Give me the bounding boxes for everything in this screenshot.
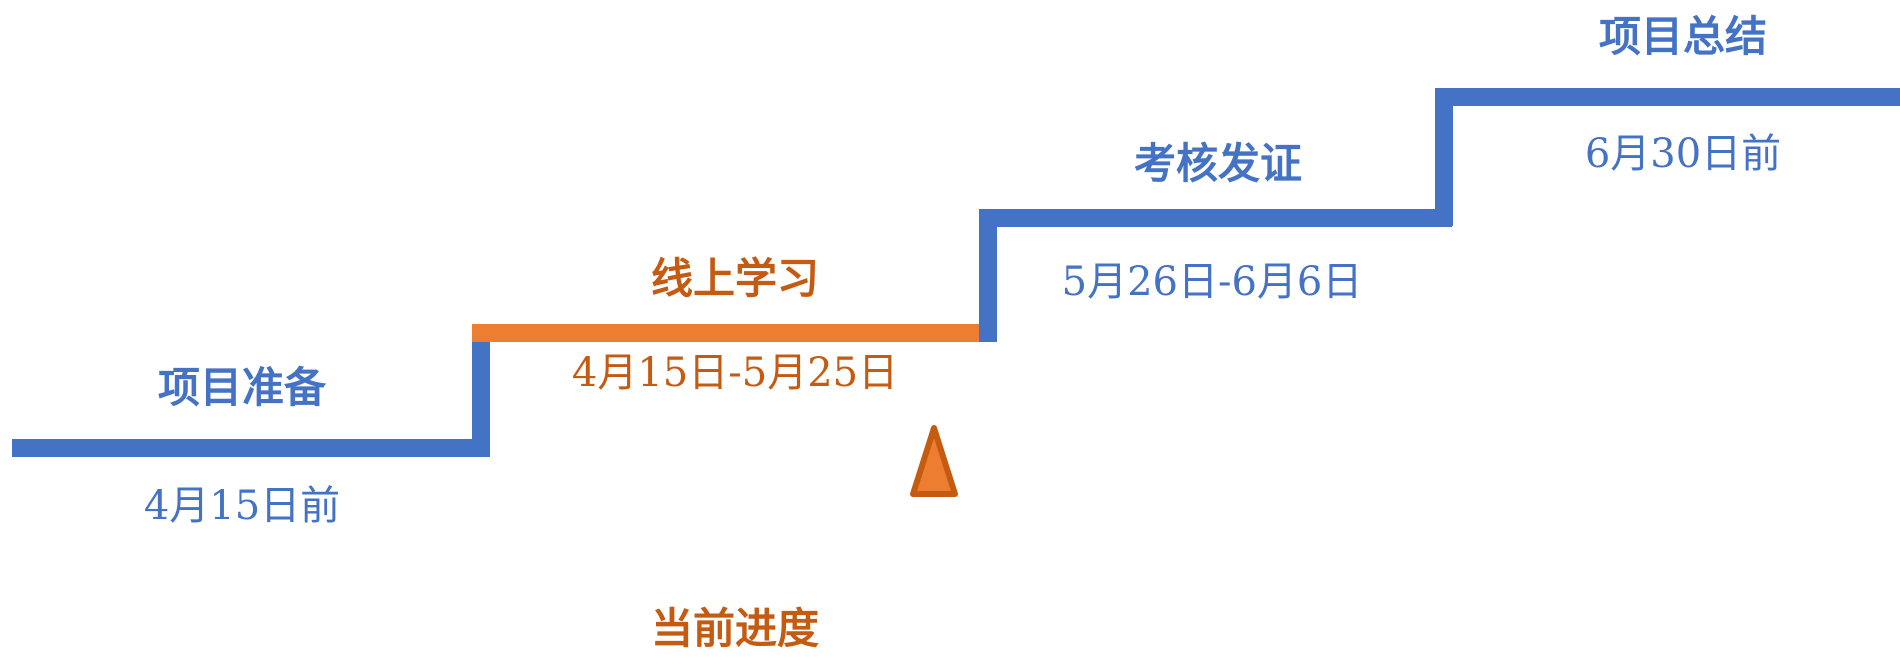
current-progress-label: 当前进度 xyxy=(650,604,820,653)
stage-2-date: 4月15日-5月25日 xyxy=(571,350,899,396)
stage-3-title: 考核发证 xyxy=(1133,139,1303,188)
stage-2-title: 线上学习 xyxy=(650,254,820,303)
stage-1-date: 4月15日前 xyxy=(143,483,341,529)
stage-4-title: 项目总结 xyxy=(1598,12,1768,61)
stage-1-title: 项目准备 xyxy=(157,363,327,412)
stage-3-date: 5月26日-6月6日 xyxy=(1061,259,1363,305)
stage-4-date: 6月30日前 xyxy=(1584,131,1782,177)
progress-marker-icon xyxy=(910,425,958,497)
